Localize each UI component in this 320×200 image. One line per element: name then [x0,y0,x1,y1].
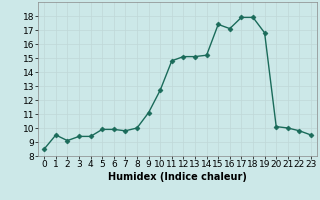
X-axis label: Humidex (Indice chaleur): Humidex (Indice chaleur) [108,172,247,182]
